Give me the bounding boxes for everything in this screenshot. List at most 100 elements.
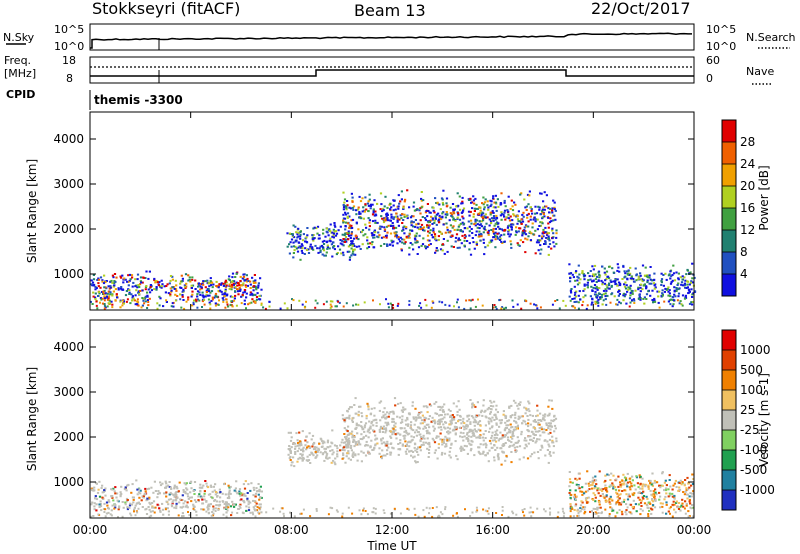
- range-cell: [297, 442, 300, 444]
- range-cell: [288, 457, 291, 460]
- range-cell: [677, 272, 680, 275]
- range-cell: [597, 271, 600, 274]
- range-cell: [345, 455, 348, 458]
- range-cell: [181, 295, 184, 298]
- range-cell: [552, 214, 555, 217]
- range-cell: [611, 499, 614, 502]
- range-cell: [673, 299, 676, 302]
- range-cell: [649, 479, 652, 482]
- range-cell: [165, 495, 168, 498]
- range-cell: [547, 422, 550, 425]
- range-cell: [591, 301, 594, 304]
- freq-tick-top: 18: [62, 54, 76, 67]
- range-cell: [501, 242, 504, 244]
- range-cell: [592, 273, 595, 276]
- range-cell: [195, 299, 198, 302]
- range-cell: [350, 242, 353, 245]
- range-cell: [482, 443, 485, 446]
- range-cell: [344, 213, 348, 216]
- range-cell: [470, 228, 473, 230]
- range-cell: [250, 482, 253, 485]
- range-cell: [388, 412, 391, 415]
- range-cell: [395, 437, 398, 440]
- range-cell: [455, 426, 458, 428]
- range-cell: [458, 408, 461, 411]
- range-cell: [616, 298, 619, 301]
- range-cell: [691, 473, 694, 476]
- range-cell: [218, 488, 221, 491]
- range-cell: [341, 515, 344, 518]
- range-cell: [170, 505, 174, 508]
- range-cell: [439, 248, 443, 251]
- range-cell: [438, 214, 441, 217]
- range-cell: [190, 487, 193, 490]
- range-cell: [503, 240, 506, 243]
- range-cell: [373, 214, 376, 217]
- range-cell: [665, 503, 668, 506]
- range-cell: [530, 511, 533, 514]
- range-cell: [383, 512, 386, 514]
- range-cell: [568, 263, 571, 266]
- range-cell: [690, 301, 693, 304]
- range-cell: [206, 279, 209, 282]
- range-cell: [145, 270, 148, 273]
- range-cell: [475, 510, 478, 513]
- range-cell: [672, 484, 675, 487]
- range-cell: [208, 294, 211, 297]
- range-cell: [471, 207, 474, 210]
- range-cell: [526, 415, 529, 417]
- range-cell: [341, 438, 344, 441]
- range-cell: [333, 248, 336, 251]
- range-cell: [544, 454, 547, 457]
- range-cell: [621, 490, 624, 492]
- range-cell: [102, 282, 106, 285]
- range-cell: [671, 495, 674, 498]
- range-cell: [149, 514, 153, 517]
- range-cell: [482, 399, 485, 402]
- range-cell: [525, 439, 528, 442]
- range-cell: [301, 454, 304, 457]
- range-cell: [456, 458, 459, 461]
- range-cell: [541, 446, 544, 449]
- range-cell: [529, 230, 532, 233]
- range-cell: [537, 249, 540, 252]
- range-cell: [468, 225, 471, 228]
- range-cell: [663, 300, 666, 303]
- range-cell: [646, 504, 649, 507]
- range-cell: [413, 455, 416, 458]
- range-cell: [494, 449, 497, 451]
- range-cell: [337, 300, 340, 303]
- range-cell: [543, 191, 546, 194]
- range-cell: [530, 209, 533, 212]
- range-cell: [412, 201, 416, 204]
- range-cell: [206, 294, 210, 297]
- range-cell: [344, 441, 347, 444]
- range-cell: [398, 202, 401, 205]
- range-cell: [625, 513, 628, 516]
- range-cell: [654, 300, 657, 303]
- range-cell: [246, 284, 249, 287]
- range-cell: [350, 406, 353, 409]
- range-cell: [127, 280, 130, 283]
- range-cell: [441, 443, 444, 446]
- range-cell: [446, 239, 449, 242]
- range-cell: [287, 453, 290, 456]
- range-cell: [685, 489, 688, 492]
- range-cell: [478, 223, 481, 226]
- range-cell: [111, 293, 114, 296]
- range-cell: [488, 427, 492, 430]
- range-cell: [301, 252, 304, 254]
- range-cell: [437, 515, 439, 518]
- range-cell: [364, 454, 368, 457]
- range-cell: [597, 499, 601, 502]
- range-cell: [665, 492, 668, 495]
- range-cell: [380, 438, 383, 441]
- range-cell: [385, 424, 388, 427]
- range-cell: [298, 431, 301, 434]
- range-cell: [684, 279, 687, 282]
- range-cell: [183, 284, 186, 287]
- range-cell: [501, 436, 504, 439]
- range-cell: [352, 304, 355, 307]
- range-cell: [231, 272, 235, 275]
- range-cell: [291, 298, 293, 301]
